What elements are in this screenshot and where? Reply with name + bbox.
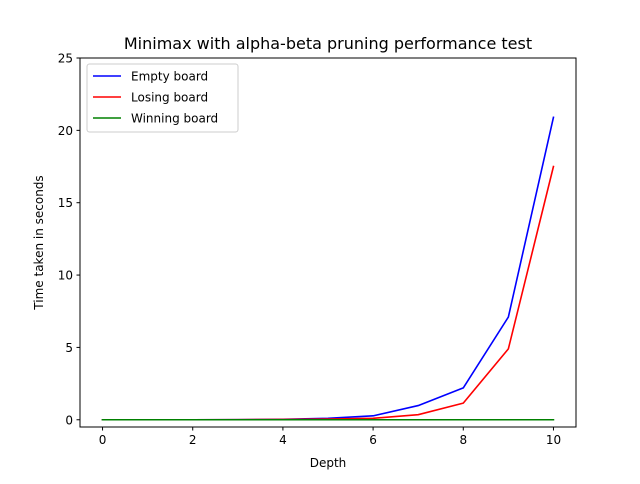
x-tick-label: 4 (279, 433, 287, 447)
series-line-losing-board (101, 165, 555, 421)
x-axis: 0 2 4 6 8 10 (99, 427, 561, 447)
y-tick-label: 15 (58, 196, 73, 210)
x-tick-label: 6 (369, 433, 377, 447)
x-tick-label: 2 (189, 433, 197, 447)
x-tick-label: 0 (99, 433, 107, 447)
y-tick-label: 20 (58, 124, 73, 138)
x-tick-label: 10 (546, 433, 561, 447)
x-tick-label: 8 (459, 433, 467, 447)
legend: Empty board Losing board Winning board (86, 63, 239, 133)
series-line-empty-board (101, 116, 555, 421)
axes-frame (79, 57, 577, 428)
y-axis-label: Time taken in seconds (32, 175, 46, 310)
y-tick-label: 10 (58, 269, 73, 283)
y-tick-label: 25 (58, 52, 73, 66)
chart-title: Minimax with alpha-beta pruning performa… (124, 34, 532, 53)
legend-label: Losing board (131, 91, 208, 105)
y-axis: 0 5 10 15 20 25 (58, 52, 80, 427)
plot-area (101, 116, 555, 421)
y-tick-label: 5 (65, 341, 73, 355)
legend-label: Empty board (131, 70, 208, 84)
legend-label: Winning board (131, 112, 218, 126)
y-tick-label: 0 (65, 413, 73, 427)
x-axis-label: Depth (310, 456, 347, 470)
legend-frame (86, 63, 239, 133)
